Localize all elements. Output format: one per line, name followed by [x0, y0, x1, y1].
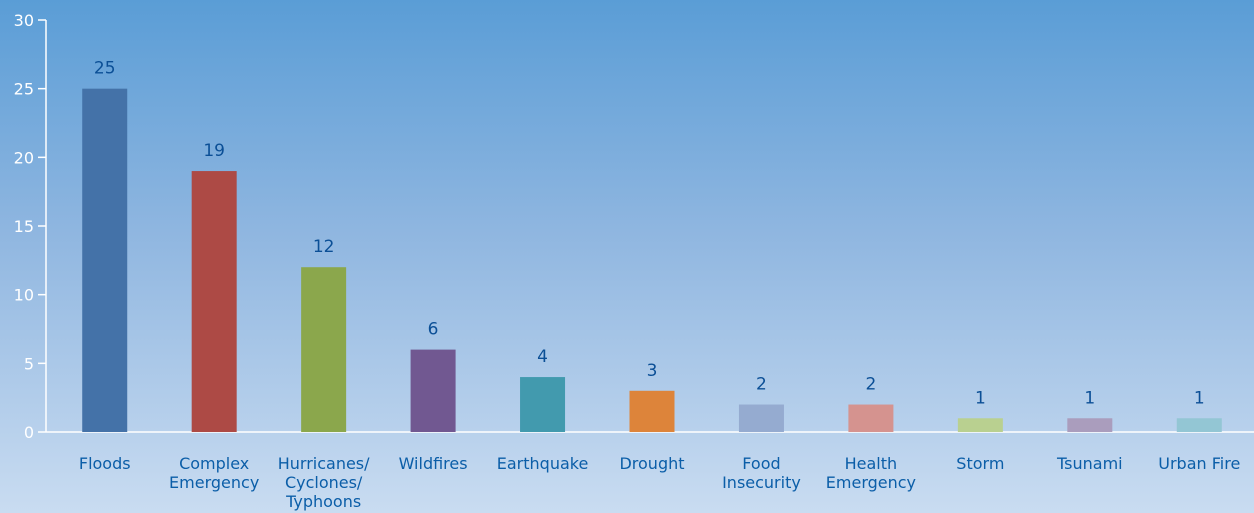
category-label: Complex Emergency: [169, 454, 259, 492]
y-tick-label: 5: [24, 354, 34, 373]
category-label: Tsunami: [1056, 454, 1123, 473]
y-tick-label: 20: [14, 148, 34, 167]
data-label: 1: [975, 388, 986, 408]
bar: [82, 88, 128, 433]
data-label: 25: [94, 59, 116, 79]
bar: [1067, 418, 1113, 432]
bar: [410, 349, 456, 432]
data-label: 1: [1194, 388, 1205, 408]
y-tick-label: 10: [14, 286, 34, 305]
value-labels: 25 19 12 6 4 3 2 2 1 1 1: [94, 59, 1205, 409]
category-label: Urban Fire: [1158, 454, 1240, 473]
bar: [957, 418, 1003, 432]
category-label: Health Emergency: [826, 454, 916, 492]
y-tick-label: 25: [14, 80, 34, 99]
y-tick-label: 0: [24, 423, 34, 442]
bar: [301, 267, 347, 432]
category-labels: Floods Complex Emergency Hurricanes/Cyclone…: [79, 454, 1240, 511]
category-label: Wildfires: [399, 454, 468, 473]
data-label: 1: [1084, 388, 1095, 408]
category-label: Hurricanes/Cyclones/Typhoons: [278, 454, 370, 511]
bar: [629, 390, 675, 432]
data-label: 4: [537, 347, 548, 367]
bar: [520, 377, 566, 432]
data-label: 19: [203, 141, 225, 161]
bars: [82, 88, 1222, 433]
y-tick-label: 30: [14, 11, 34, 30]
bar: [191, 171, 237, 433]
y-tick-label: 15: [14, 217, 34, 236]
category-label: Storm: [956, 454, 1004, 473]
data-label: 12: [313, 237, 335, 257]
bar: [1176, 418, 1222, 432]
category-label: Drought: [619, 454, 684, 473]
category-label: Food Insecurity: [722, 454, 801, 492]
data-label: 3: [647, 361, 658, 381]
y-ticks: 0 5 10 15 20 25 30: [14, 11, 46, 442]
category-label: Earthquake: [497, 454, 589, 473]
data-label: 6: [428, 320, 439, 340]
bar: [848, 404, 894, 432]
data-label: 2: [865, 375, 876, 395]
category-label: Floods: [79, 454, 131, 473]
bar: [738, 404, 784, 432]
data-label: 2: [756, 375, 767, 395]
